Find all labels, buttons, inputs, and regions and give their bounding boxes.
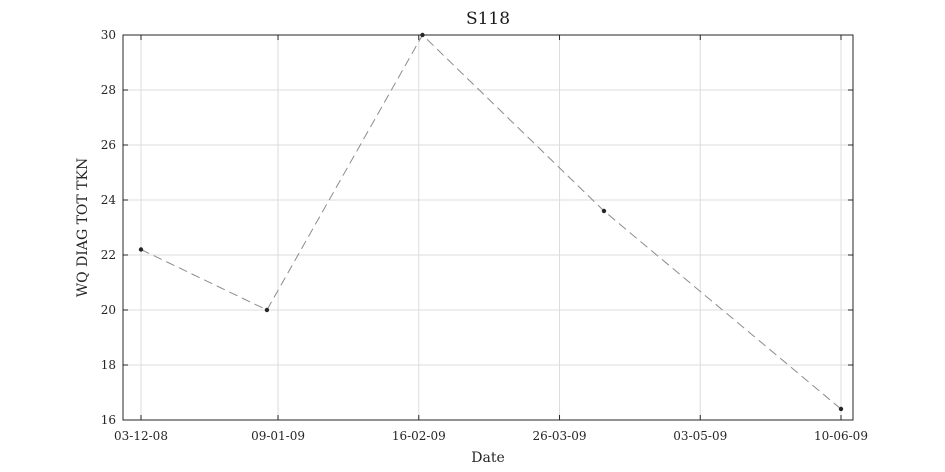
- x-tick-label: 09-01-09: [251, 429, 305, 443]
- y-tick-label: 28: [101, 83, 116, 97]
- data-point: [264, 307, 270, 313]
- y-tick-label: 26: [101, 138, 116, 152]
- x-tick-label: 16-02-09: [392, 429, 446, 443]
- y-tick-label: 20: [101, 303, 116, 317]
- x-tick-label: 03-12-08: [114, 429, 168, 443]
- x-tick-label: 10-06-09: [814, 429, 868, 443]
- y-tick-label: 30: [101, 28, 116, 42]
- data-point: [420, 32, 425, 38]
- y-tick-label: 22: [101, 248, 116, 262]
- y-tick-label: 16: [101, 413, 116, 427]
- data-point: [601, 208, 607, 214]
- x-axis-label: Date: [471, 450, 504, 466]
- data-point: [138, 247, 144, 252]
- y-tick-label: 18: [101, 358, 116, 372]
- x-tick-label: 03-05-09: [673, 429, 727, 443]
- y-axis-label: WQ DIAG TOT TKN: [75, 158, 91, 297]
- series: [138, 32, 844, 412]
- x-tick-label: 26-03-09: [533, 429, 587, 443]
- chart-title: S118: [466, 9, 510, 29]
- ticks: 03-12-08 09-01-09 16-02-09 26-03-09 03-05-09…: [101, 28, 868, 443]
- y-tick-label: 24: [101, 193, 117, 207]
- axes-box: [122, 34, 854, 421]
- data-point: [838, 406, 844, 412]
